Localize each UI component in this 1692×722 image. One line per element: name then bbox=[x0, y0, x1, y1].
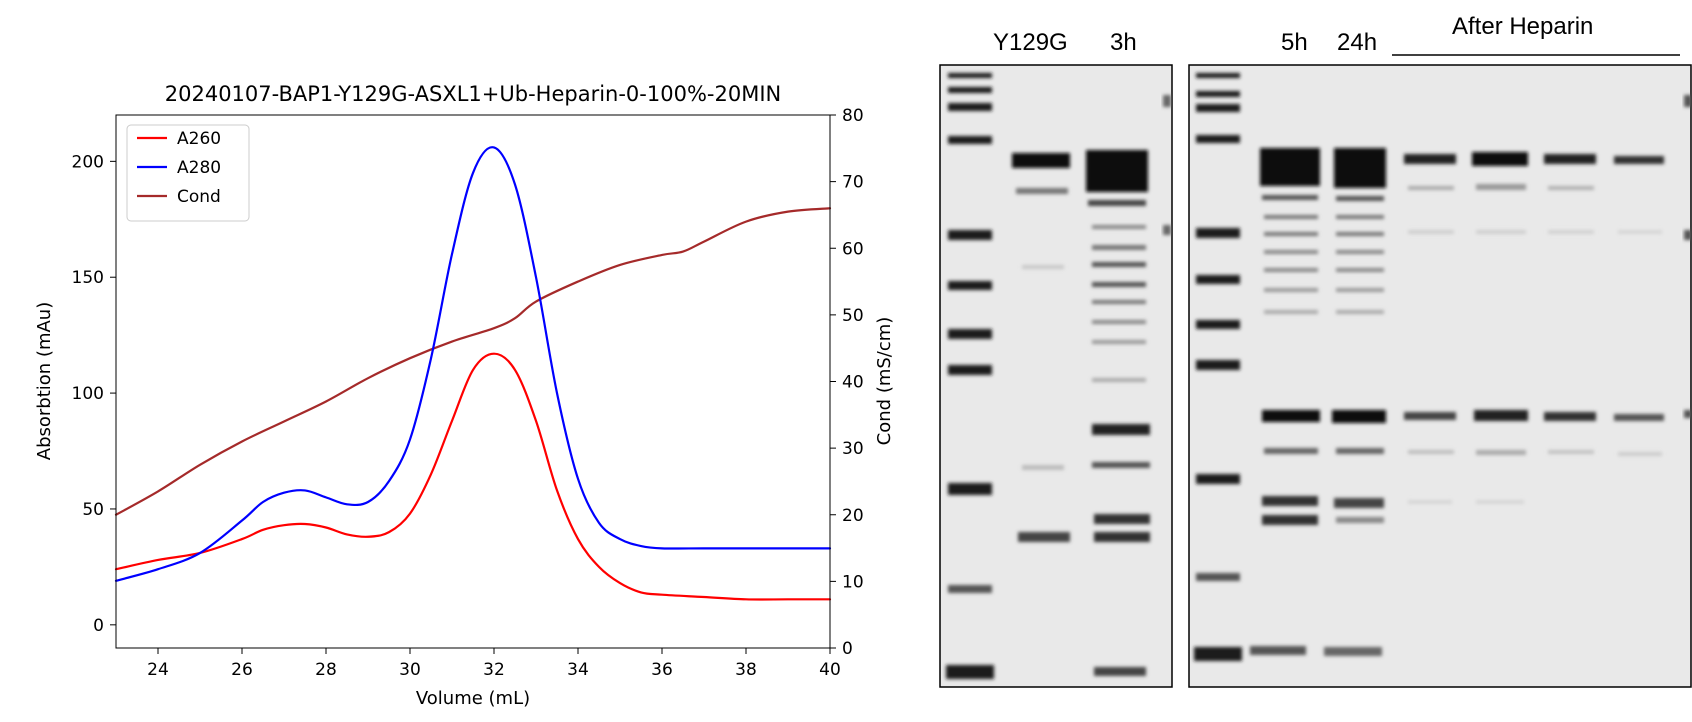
x-tick-label: 38 bbox=[735, 660, 757, 680]
lane-heparin-3-bands bbox=[1544, 154, 1596, 454]
y2-axis-ticks: 0 10 20 30 40 50 60 70 80 bbox=[830, 106, 864, 659]
lane-y129g-bands bbox=[1012, 153, 1070, 542]
y-axis-ticks: 0 50 100 150 200 bbox=[72, 152, 116, 636]
lane-label-3h: 3h bbox=[1110, 29, 1137, 56]
x-tick-label: 28 bbox=[315, 660, 337, 680]
legend-label-a280: A280 bbox=[177, 158, 221, 178]
y-axis-label: Absorbtion (mAu) bbox=[34, 302, 55, 460]
lane-5h-bands bbox=[1250, 148, 1320, 655]
x-tick-label: 32 bbox=[483, 660, 505, 680]
y2-tick-label: 70 bbox=[842, 173, 864, 193]
y2-axis-label: Cond (mS/cm) bbox=[874, 317, 895, 446]
series-line-cond bbox=[114, 207, 832, 516]
chart-title: 20240107-BAP1-Y129G-ASXL1+Ub-Heparin-0-1… bbox=[165, 82, 781, 106]
x-tick-label: 40 bbox=[819, 660, 841, 680]
gel-image: Y129G 3h 5h 24h After Heparin bbox=[939, 13, 1692, 688]
ladder-bands-left bbox=[946, 73, 994, 679]
y2-tick-label: 80 bbox=[842, 106, 864, 126]
gel-panel-right bbox=[1188, 64, 1692, 688]
lane-heparin-2-bands bbox=[1472, 152, 1528, 504]
lane-24h-bands bbox=[1324, 148, 1386, 656]
lane-heparin-1-bands bbox=[1404, 154, 1456, 504]
y2-tick-label: 30 bbox=[842, 439, 864, 459]
y-tick-label: 150 bbox=[72, 268, 104, 288]
gel-panel-left bbox=[939, 64, 1173, 688]
y-tick-label: 200 bbox=[72, 152, 104, 172]
lane-heparin-4-bands bbox=[1614, 156, 1664, 456]
series-line-a280 bbox=[114, 146, 832, 582]
y2-tick-label: 20 bbox=[842, 506, 864, 526]
lane-label-24h: 24h bbox=[1337, 29, 1377, 56]
x-tick-label: 30 bbox=[399, 660, 421, 680]
ladder-bands-right bbox=[1194, 73, 1242, 661]
x-axis-label: Volume (mL) bbox=[416, 688, 530, 709]
y-tick-label: 100 bbox=[72, 384, 104, 404]
y2-tick-label: 60 bbox=[842, 239, 864, 259]
y-tick-label: 0 bbox=[93, 616, 104, 636]
y2-tick-label: 50 bbox=[842, 306, 864, 326]
x-axis-ticks: 24 26 28 30 32 34 36 38 40 bbox=[147, 648, 841, 680]
x-tick-label: 36 bbox=[651, 660, 673, 680]
legend-items: A260 A280 Cond bbox=[137, 129, 221, 207]
x-tick-label: 24 bbox=[147, 660, 169, 680]
lane-label-5h: 5h bbox=[1281, 29, 1308, 56]
y2-tick-label: 10 bbox=[842, 572, 864, 592]
legend: A260 A280 Cond bbox=[126, 124, 250, 222]
plot-area bbox=[114, 114, 832, 649]
y2-tick-label: 0 bbox=[842, 639, 853, 659]
x-tick-label: 26 bbox=[231, 660, 253, 680]
legend-label-a260: A260 bbox=[177, 129, 221, 149]
x-tick-label: 34 bbox=[567, 660, 589, 680]
lane-3h-bands bbox=[1086, 150, 1150, 676]
y2-tick-label: 40 bbox=[842, 373, 864, 393]
lane-label-y129g: Y129G bbox=[993, 29, 1068, 56]
series-layer bbox=[114, 146, 832, 601]
series-line-a260 bbox=[114, 352, 832, 601]
chromatogram-chart: 20240107-BAP1-Y129G-ASXL1+Ub-Heparin-0-1… bbox=[34, 82, 895, 709]
after-heparin-label: After Heparin bbox=[1452, 13, 1593, 40]
edge-lane-left bbox=[1163, 95, 1171, 235]
edge-lane-right bbox=[1684, 95, 1691, 418]
y-tick-label: 50 bbox=[82, 500, 104, 520]
legend-label-cond: Cond bbox=[177, 187, 221, 207]
